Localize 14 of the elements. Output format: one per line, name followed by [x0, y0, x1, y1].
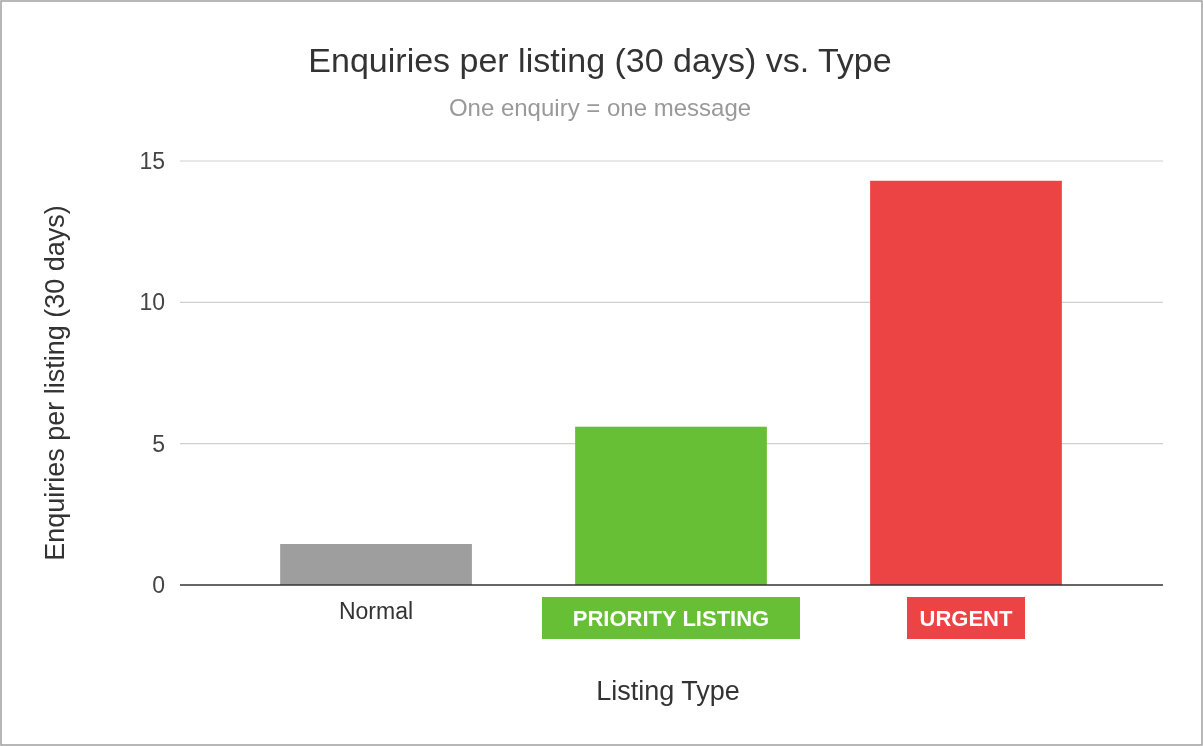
x-tick-label: Normal — [338, 598, 414, 624]
y-tick-label: 5 — [152, 430, 165, 457]
bar — [870, 180, 1062, 585]
chart-title: Enquiries per listing (30 days) vs. Type — [308, 41, 892, 79]
y-tick-label: 10 — [139, 289, 165, 316]
bar — [575, 426, 767, 585]
x-axis-title: Listing Type — [596, 676, 740, 706]
y-axis-title: Enquiries per listing (30 days) — [40, 205, 70, 561]
bar — [280, 544, 472, 585]
y-tick-label: 15 — [139, 148, 165, 175]
y-tick-label: 0 — [152, 572, 165, 599]
x-tick-label: PRIORITY LISTING — [572, 606, 770, 631]
chart-subtitle: One enquiry = one message — [448, 94, 752, 121]
x-tick-label: URGENT — [919, 606, 1013, 631]
